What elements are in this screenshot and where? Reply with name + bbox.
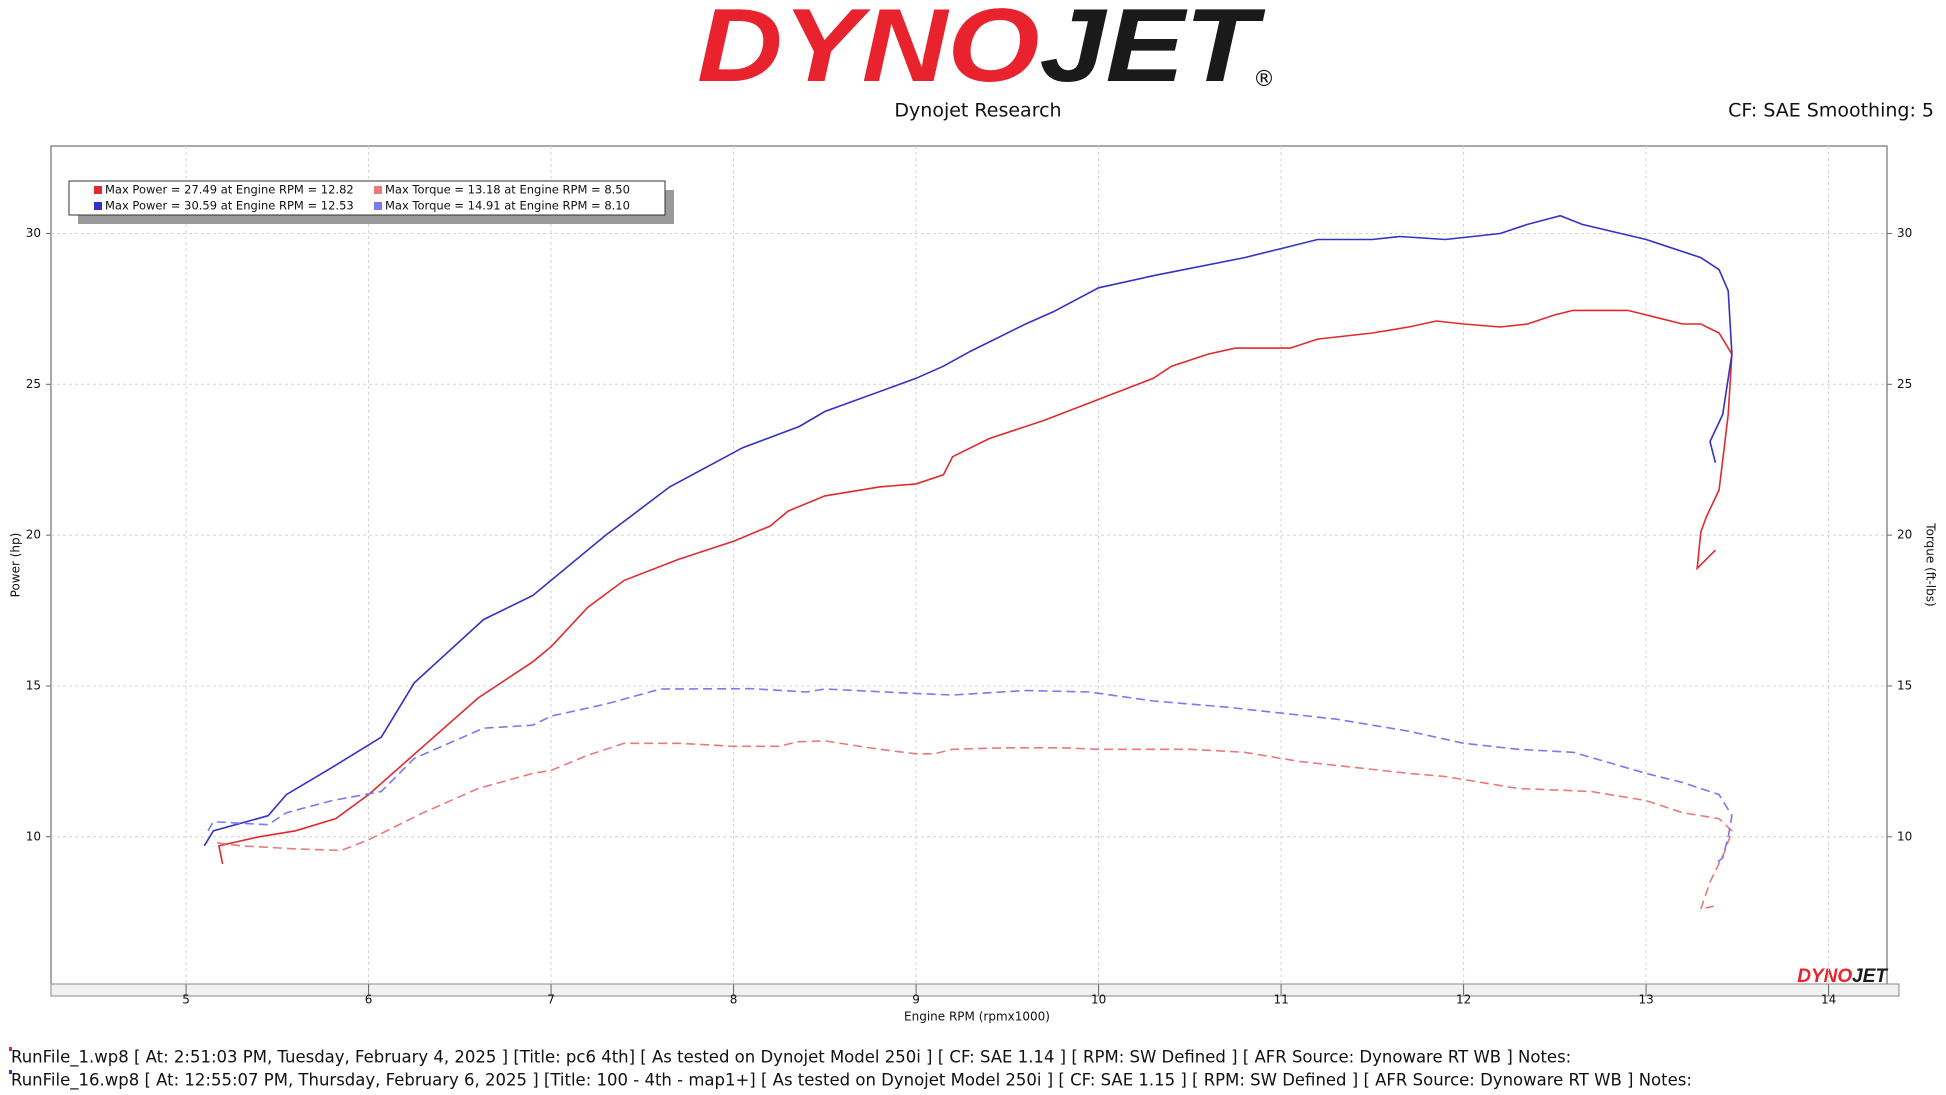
x-tick-label: 10 xyxy=(1091,993,1106,1007)
series-line xyxy=(217,309,1733,865)
logo-part: JET xyxy=(1852,966,1888,987)
x-tick-label: 7 xyxy=(547,993,555,1007)
x-tick-label: 9 xyxy=(912,993,920,1007)
footer-marker xyxy=(9,1070,12,1074)
y2-tick-label: 10 xyxy=(1897,829,1912,843)
y2-tick-label: 25 xyxy=(1897,377,1912,391)
legend-swatch xyxy=(94,186,102,194)
legend-label: Max Power = 27.49 at Engine RPM = 12.82 xyxy=(105,183,354,197)
series-line xyxy=(203,214,1733,847)
series-line xyxy=(207,687,1733,865)
footer-marker xyxy=(9,1047,12,1051)
y-tick-label: 20 xyxy=(26,528,41,542)
legend-label: Max Power = 30.59 at Engine RPM = 12.53 xyxy=(105,199,354,213)
footer-line: RunFile_1.wp8 [ At: 2:51:03 PM, Tuesday,… xyxy=(11,1048,1571,1068)
x-tick-label: 11 xyxy=(1273,993,1288,1007)
x-tick-label: 5 xyxy=(182,993,190,1007)
legend: Max Power = 27.49 at Engine RPM = 12.82 M… xyxy=(68,180,674,224)
y2-tick-label: 30 xyxy=(1897,226,1912,240)
logo-part: DYNO xyxy=(697,0,1040,104)
plot-area xyxy=(50,145,1888,985)
x-tick-label: 6 xyxy=(365,993,373,1007)
y-tick-label: 30 xyxy=(26,226,41,240)
legend-swatch xyxy=(374,186,382,194)
legend-label: Max Torque = 14.91 at Engine RPM = 8.10 xyxy=(385,199,630,213)
corner-note: CF: SAE Smoothing: 5 xyxy=(1728,100,1934,122)
y2-tick-label: 15 xyxy=(1897,678,1912,692)
legend-box xyxy=(68,180,666,216)
footer-line: RunFile_16.wp8 [ At: 12:55:07 PM, Thursd… xyxy=(11,1071,1692,1091)
y2-tick-label: 20 xyxy=(1897,528,1912,542)
x-tick-label: 12 xyxy=(1456,993,1471,1007)
subtitle: Dynojet Research xyxy=(894,100,1061,122)
y-tick-label: 25 xyxy=(26,377,41,391)
logo-part: DYNO xyxy=(1797,966,1852,987)
x-axis-band xyxy=(50,983,1900,997)
footer: RunFile_1.wp8 [ At: 2:51:03 PM, Tuesday,… xyxy=(9,1047,1692,1091)
x-tick-label: 8 xyxy=(730,993,738,1007)
y-tick-label: 15 xyxy=(26,678,41,692)
legend-label: Max Torque = 13.18 at Engine RPM = 8.50 xyxy=(385,183,630,197)
x-tick-label: 13 xyxy=(1638,993,1653,1007)
grid: 5 6 7 8 9 10 11 12 13 14 10 15 20 25 30 10 15 20 25 30 xyxy=(26,146,1912,1007)
logo: DYNO JET xyxy=(697,0,1266,104)
logo-mark: ® xyxy=(1253,67,1275,92)
small-logo: DYNOJET xyxy=(1797,966,1888,987)
x-axis-label: Engine RPM (rpmx1000) xyxy=(904,1010,1050,1024)
lines xyxy=(203,214,1733,911)
logo-part: JET xyxy=(1040,0,1266,104)
y-tick-label: 10 xyxy=(26,829,41,843)
series-line xyxy=(216,740,1733,911)
legend-swatch xyxy=(374,202,382,210)
legend-swatch xyxy=(94,202,102,210)
x-tick-label: 14 xyxy=(1821,993,1836,1007)
y2-axis-label: Torque (ft-lbs) xyxy=(1924,522,1938,606)
y-axis-label: Power (hp) xyxy=(9,533,23,598)
